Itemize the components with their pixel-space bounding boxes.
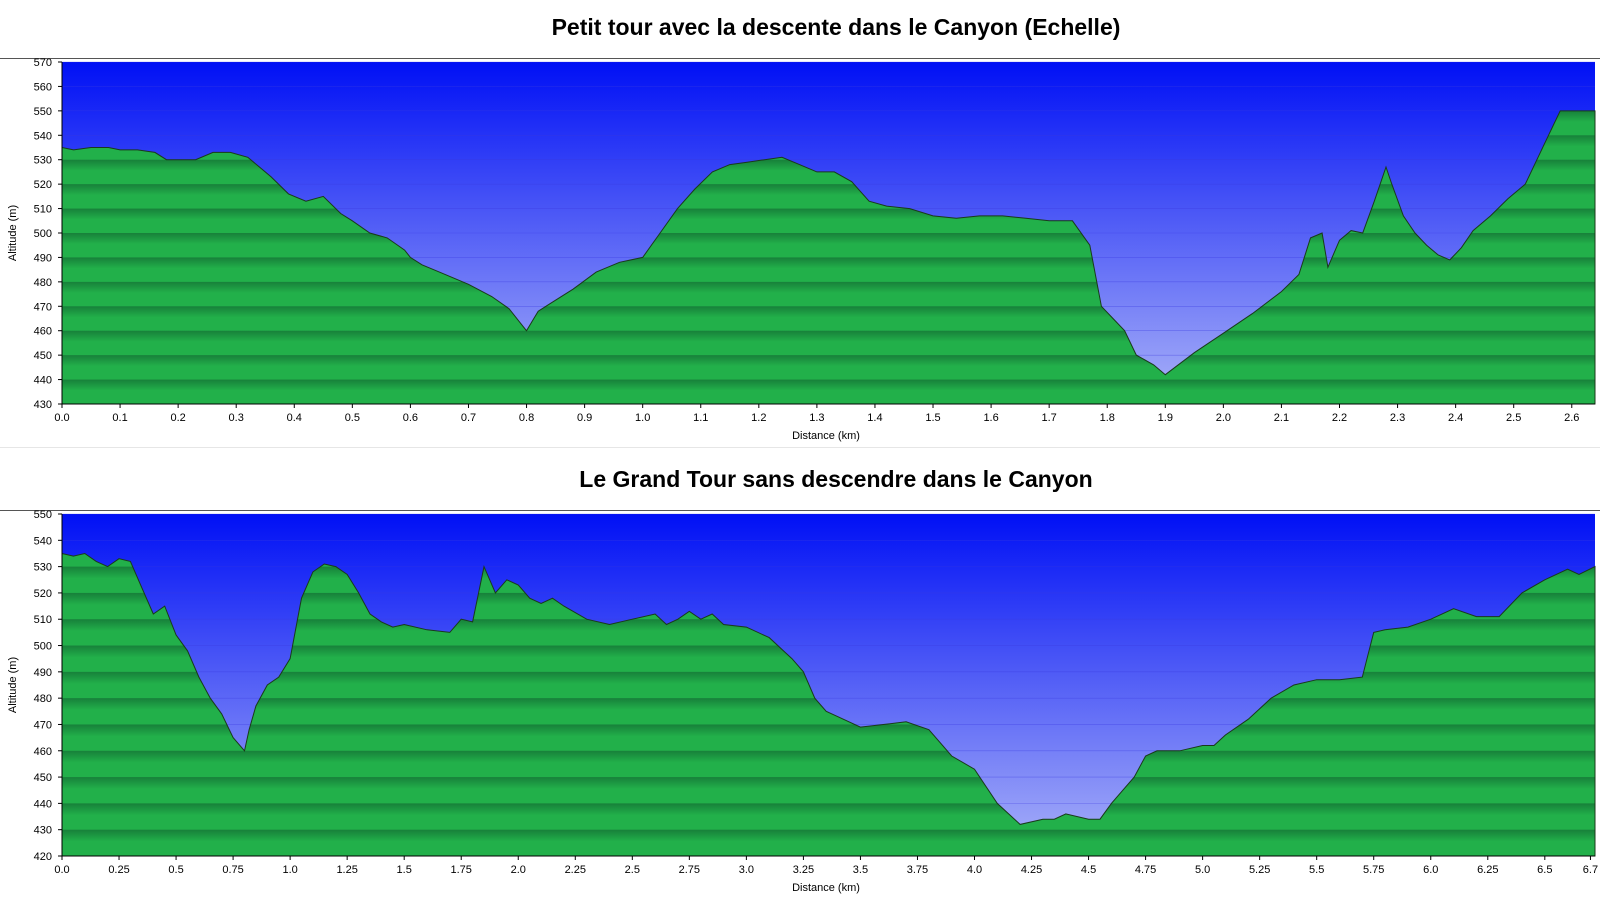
x-tick-label: 0.5 bbox=[168, 864, 183, 876]
x-tick-label: 0.1 bbox=[112, 412, 127, 424]
elevation-chart-bottom: 420 430 440 450 460 470 480 490 500 510 520 530 540 5… bbox=[7, 509, 1598, 894]
y-tick-label: 420 bbox=[34, 851, 52, 863]
x-tick-label: 1.0 bbox=[282, 864, 297, 876]
y-tick-label: 430 bbox=[34, 399, 52, 411]
x-tick-label: 2.1 bbox=[1274, 412, 1289, 424]
y-tick-label: 460 bbox=[34, 326, 52, 338]
x-tick-label: 1.7 bbox=[1042, 412, 1057, 424]
x-tick-label: 0.3 bbox=[229, 412, 244, 424]
x-tick-label: 2.4 bbox=[1448, 412, 1463, 424]
y-tick-label: 550 bbox=[34, 106, 52, 118]
y-tick-label: 490 bbox=[34, 252, 52, 264]
y-tick-label: 530 bbox=[34, 155, 52, 167]
x-tick-label: 2.0 bbox=[1216, 412, 1231, 424]
x-tick-label: 5.75 bbox=[1363, 864, 1384, 876]
y-tick-label: 520 bbox=[34, 179, 52, 191]
y-tick-label: 560 bbox=[34, 81, 52, 93]
y-tick-label: 550 bbox=[34, 509, 52, 521]
x-tick-label: 1.2 bbox=[751, 412, 766, 424]
y-tick-label: 570 bbox=[34, 57, 52, 69]
y-tick-label: 430 bbox=[34, 825, 52, 837]
y-tick-label: 540 bbox=[34, 535, 52, 547]
x-tick-label: 3.25 bbox=[793, 864, 814, 876]
x-tick-label: 0.9 bbox=[577, 412, 592, 424]
x-tick-label: 0.5 bbox=[345, 412, 360, 424]
x-tick-label: 1.25 bbox=[336, 864, 357, 876]
x-axis-label: Distance (km) bbox=[792, 882, 860, 894]
x-tick-label: 2.6 bbox=[1564, 412, 1579, 424]
y-tick-label: 470 bbox=[34, 719, 52, 731]
x-tick-label: 2.0 bbox=[511, 864, 526, 876]
y-tick-label: 460 bbox=[34, 746, 52, 758]
x-axis-label: Distance (km) bbox=[792, 430, 860, 442]
x-tick-label: 0.4 bbox=[287, 412, 302, 424]
y-tick-label: 490 bbox=[34, 667, 52, 679]
x-tick-label: 2.3 bbox=[1390, 412, 1405, 424]
y-tick-label: 470 bbox=[34, 301, 52, 313]
x-tick-label: 2.5 bbox=[625, 864, 640, 876]
y-tick-label: 510 bbox=[34, 614, 52, 626]
x-tick-label: 4.5 bbox=[1081, 864, 1096, 876]
y-tick-label: 440 bbox=[34, 798, 52, 810]
x-tick-label: 0.2 bbox=[170, 412, 185, 424]
x-tick-label: 2.2 bbox=[1332, 412, 1347, 424]
x-tick-label: 1.8 bbox=[1100, 412, 1115, 424]
y-tick-label: 520 bbox=[34, 588, 52, 600]
x-tick-label: 4.0 bbox=[967, 864, 982, 876]
y-tick-label: 480 bbox=[34, 277, 52, 289]
elevation-area bbox=[61, 552, 1596, 857]
y-tick-label: 500 bbox=[34, 228, 52, 240]
y-tick-label: 440 bbox=[34, 375, 52, 387]
y-tick-label: 540 bbox=[34, 130, 52, 142]
x-tick-label: 6.25 bbox=[1477, 864, 1498, 876]
y-tick-label: 500 bbox=[34, 641, 52, 653]
x-tick-label: 1.9 bbox=[1158, 412, 1173, 424]
x-tick-label: 0.0 bbox=[54, 864, 69, 876]
y-tick-label: 450 bbox=[34, 772, 52, 784]
x-tick-label: 6.0 bbox=[1423, 864, 1438, 876]
x-tick-label: 1.3 bbox=[809, 412, 824, 424]
x-tick-label: 1.5 bbox=[925, 412, 940, 424]
x-tick-label: 1.75 bbox=[451, 864, 472, 876]
y-tick-label: 530 bbox=[34, 562, 52, 574]
y-axis-label: Altitude (m) bbox=[7, 205, 19, 261]
x-tick-label: 2.5 bbox=[1506, 412, 1521, 424]
y-tick-label: 510 bbox=[34, 204, 52, 216]
y-tick-label: 480 bbox=[34, 693, 52, 705]
x-tick-label: 1.1 bbox=[693, 412, 708, 424]
x-tick-label: 1.0 bbox=[635, 412, 650, 424]
x-tick-label: 5.25 bbox=[1249, 864, 1270, 876]
chart-title-top: Petit tour avec la descente dans le Cany… bbox=[551, 14, 1121, 40]
panel-separator bbox=[0, 447, 1600, 448]
x-tick-label: 4.25 bbox=[1021, 864, 1042, 876]
x-tick-label: 0.6 bbox=[403, 412, 418, 424]
x-tick-label: 3.0 bbox=[739, 864, 754, 876]
elevation-area bbox=[61, 110, 1596, 405]
chart-panel-bottom: Le Grand Tour sans descendre dans le Can… bbox=[0, 452, 1600, 900]
y-axis-label: Altitude (m) bbox=[7, 657, 19, 713]
title-divider-top bbox=[0, 58, 1600, 59]
x-tick-label: 6.5 bbox=[1537, 864, 1552, 876]
x-tick-label: 0.75 bbox=[222, 864, 243, 876]
x-tick-label: 2.75 bbox=[679, 864, 700, 876]
x-tick-label: 5.0 bbox=[1195, 864, 1210, 876]
x-tick-label: 5.5 bbox=[1309, 864, 1324, 876]
x-tick-label: 1.4 bbox=[867, 412, 882, 424]
x-tick-label: 3.5 bbox=[853, 864, 868, 876]
x-tick-label: 3.75 bbox=[907, 864, 928, 876]
x-tick-label: 0.8 bbox=[519, 412, 534, 424]
x-tick-label: 0.7 bbox=[461, 412, 476, 424]
x-tick-label: 2.25 bbox=[565, 864, 586, 876]
x-tick-label: 1.6 bbox=[983, 412, 998, 424]
title-divider-bottom bbox=[0, 510, 1600, 511]
chart-title-bottom: Le Grand Tour sans descendre dans le Can… bbox=[579, 466, 1093, 492]
y-tick-label: 450 bbox=[34, 350, 52, 362]
x-tick-label: 6.7 bbox=[1583, 864, 1598, 876]
x-tick-label: 1.5 bbox=[397, 864, 412, 876]
elevation-chart-top: 430 440 450 460 470 480 490 500 510 520 530 540 550 5… bbox=[7, 57, 1596, 442]
chart-panel-top: Petit tour avec la descente dans le Cany… bbox=[0, 0, 1600, 448]
x-tick-label: 0.0 bbox=[54, 412, 69, 424]
x-tick-label: 0.25 bbox=[108, 864, 129, 876]
x-tick-label: 4.75 bbox=[1135, 864, 1156, 876]
